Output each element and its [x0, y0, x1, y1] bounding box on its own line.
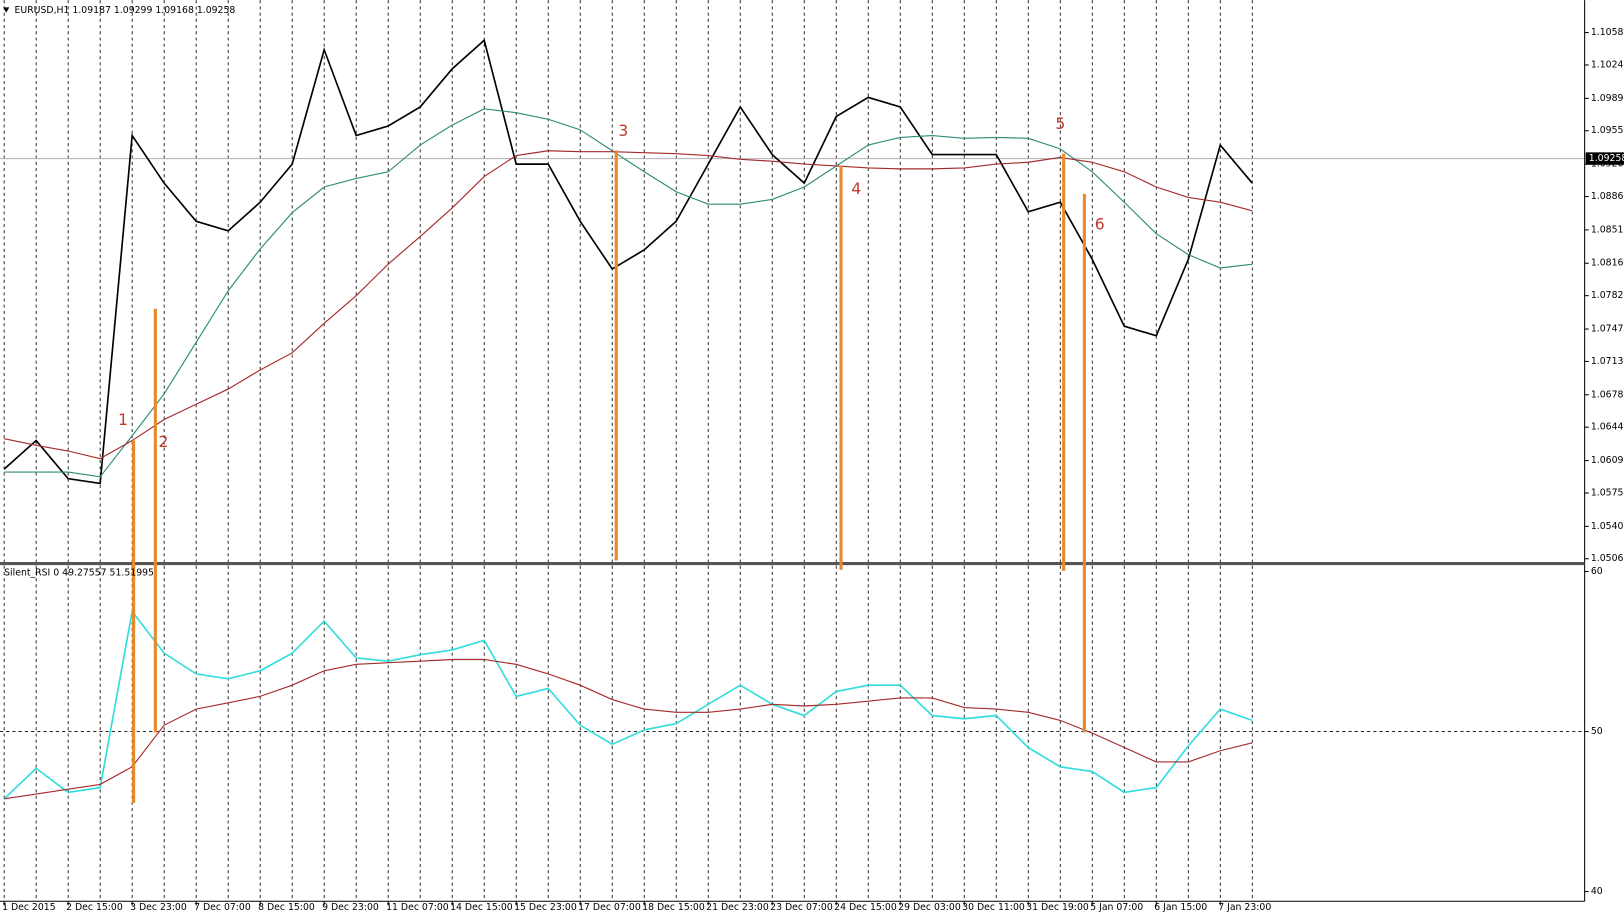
y-tick-label: 1.05400 [1591, 521, 1624, 532]
y-tick-label: 1.08160 [1591, 258, 1624, 269]
x-tick-label: 18 Dec 15:00 [642, 902, 705, 913]
annotation: 6 [1095, 215, 1105, 233]
annotation: 1 [118, 411, 128, 429]
y-tick-label: 60 [1591, 566, 1603, 577]
x-tick-label: 21 Dec 23:00 [706, 902, 769, 913]
y-tick-label: 1.06440 [1591, 422, 1624, 433]
x-tick-label: 11 Dec 07:00 [386, 902, 449, 913]
x-tick-label: 23 Dec 07:00 [770, 902, 833, 913]
series-line [3, 609, 1253, 800]
x-tick-label: 31 Dec 19:00 [1026, 902, 1089, 913]
y-tick-label: 1.09890 [1591, 93, 1624, 104]
y-tick-label: 1.10580 [1591, 27, 1624, 38]
annotation: 5 [1055, 115, 1065, 133]
x-tick-label: 7 Jan 23:00 [1218, 902, 1271, 913]
x-tick-label: 9 Dec 23:00 [322, 902, 379, 913]
annotation: 2 [158, 433, 168, 451]
y-tick-label: 1.07470 [1591, 324, 1624, 335]
chart-title: EURUSD,H1 1.09187 1.09299 1.09168 1.0925… [15, 5, 236, 16]
x-tick-label: 17 Dec 07:00 [578, 902, 641, 913]
x-tick-label: 24 Dec 15:00 [834, 902, 897, 913]
series-line [4, 658, 1253, 800]
y-tick-label: 1.06090 [1591, 455, 1624, 466]
annotation: 4 [851, 180, 861, 198]
annotation-lines [132, 150, 1086, 803]
x-tick-label: 7 Dec 07:00 [194, 902, 251, 913]
y-tick-label: 1.07130 [1591, 356, 1624, 367]
y-tick-label: 1.07820 [1591, 290, 1624, 301]
x-tick-label: 1 Dec 2015 [2, 902, 56, 913]
x-tick-label: 3 Dec 23:00 [130, 902, 187, 913]
x-tick-label: 5 Jan 07:00 [1090, 902, 1143, 913]
y-tick-label: 1.08860 [1591, 191, 1624, 202]
y-tick-label: 1.08510 [1591, 224, 1624, 235]
grid [0, 0, 1585, 902]
menu-arrow [3, 7, 10, 13]
y-tick-label: 1.06780 [1591, 389, 1624, 400]
price-label-box [1585, 152, 1624, 165]
annotation: 3 [618, 122, 628, 140]
x-tick-label: 15 Dec 23:00 [514, 902, 577, 913]
y-tick-label: 1.05750 [1591, 487, 1624, 498]
x-tick-label: 14 Dec 15:00 [450, 902, 513, 913]
y-tick-label: 40 [1591, 886, 1603, 897]
y-tick-label: 1.10240 [1591, 59, 1624, 70]
series-line [4, 150, 1253, 460]
x-tick-label: 30 Dec 11:00 [962, 902, 1025, 913]
series-line [4, 108, 1253, 478]
x-tick-label: 2 Dec 15:00 [66, 902, 123, 913]
y-tick-label: 50 [1591, 726, 1603, 737]
plots: 1 Dec 2015 2 Dec 15:00 3 Dec 23:00 7 Dec 07… [2, 27, 1624, 913]
x-tick-label: 6 Jan 15:00 [1154, 902, 1207, 913]
x-tick-label: 8 Dec 15:00 [258, 902, 315, 913]
series-line [3, 38, 1253, 485]
x-tick-label: 29 Dec 03:00 [898, 902, 961, 913]
y-tick-label: 1.09550 [1591, 125, 1624, 136]
price-label: 1.09258 [1589, 153, 1624, 164]
indicator-title: Silent_RSI 0 49.27557 51.51995 [4, 567, 154, 578]
